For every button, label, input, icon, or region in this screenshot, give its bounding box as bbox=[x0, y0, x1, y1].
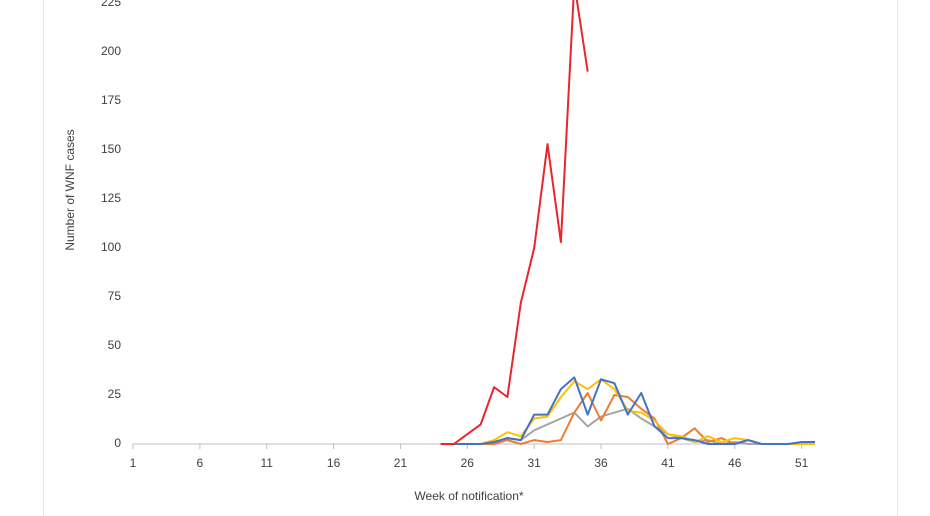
data-line bbox=[440, 0, 589, 445]
y-tick-label: 25 bbox=[108, 387, 122, 401]
y-tick-label: 125 bbox=[101, 191, 121, 205]
data-line bbox=[453, 376, 815, 445]
y-tick-label: 75 bbox=[108, 289, 122, 303]
x-tick-label: 11 bbox=[260, 456, 273, 470]
x-tick-label: 46 bbox=[728, 456, 742, 470]
data-line bbox=[453, 392, 815, 445]
x-tick-label: 1 bbox=[130, 456, 137, 470]
x-tick-label: 16 bbox=[327, 456, 341, 470]
x-tick-label: 26 bbox=[461, 456, 475, 470]
y-tick-label: 200 bbox=[101, 44, 121, 58]
y-tick-label: 0 bbox=[114, 436, 121, 450]
x-tick-label: 31 bbox=[527, 456, 541, 470]
x-axis-title: Week of notification* bbox=[414, 489, 524, 503]
y-axis-title: Number of WNF cases bbox=[63, 129, 77, 250]
y-tick-label: 50 bbox=[108, 338, 122, 352]
x-tick-label: 51 bbox=[795, 456, 809, 470]
x-tick-label: 21 bbox=[394, 456, 408, 470]
x-tick-label: 41 bbox=[661, 456, 675, 470]
y-tick-label: 100 bbox=[101, 240, 121, 254]
y-tick-label: 150 bbox=[101, 142, 121, 156]
x-tick-label: 36 bbox=[594, 456, 608, 470]
y-tick-label: 225 bbox=[101, 0, 121, 9]
x-tick-label: 6 bbox=[197, 456, 204, 470]
y-tick-label: 175 bbox=[101, 93, 121, 107]
